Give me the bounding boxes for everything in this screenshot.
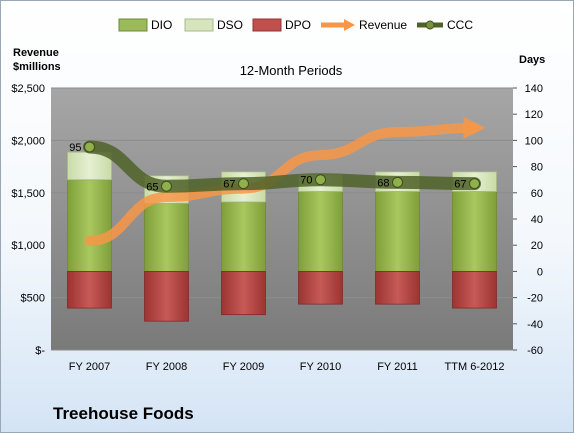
- right-tick-label: 40: [531, 214, 543, 226]
- company-name: Treehouse Foods: [53, 404, 194, 423]
- right-tick-label: 100: [525, 135, 543, 147]
- legend-swatch-dio: [118, 18, 148, 32]
- bar-dio: [452, 191, 497, 272]
- legend-label-revenue: Revenue: [359, 18, 407, 32]
- right-tick-label: -20: [527, 293, 543, 305]
- legend-label-dso: DSO: [217, 18, 243, 32]
- gridlines: [51, 87, 513, 351]
- category-labels: FY 2007 FY 2008 FY 2009 FY 2010 FY 2011 TTM 6…: [69, 361, 505, 373]
- bar-dio: [67, 179, 112, 272]
- bar-dpo: [375, 270, 420, 305]
- category-label: FY 2011: [377, 361, 418, 373]
- revenue-series: [84, 116, 486, 247]
- category-label: FY 2008: [146, 361, 187, 373]
- ccc-data-label: 65: [146, 181, 158, 193]
- bar-dpo: [221, 270, 266, 316]
- right-tick-label: 140: [525, 83, 543, 95]
- legend: DIO DSO DPO Revenue CCC: [118, 18, 473, 32]
- left-tick-label: $1,000: [11, 240, 45, 252]
- revenue-trend-arrow: [84, 116, 486, 247]
- ccc-data-label: 67: [454, 179, 466, 191]
- ccc-point: [469, 178, 480, 190]
- left-axis-title-line2: $millions: [13, 61, 61, 73]
- bar-dpo: [67, 270, 112, 309]
- right-tick-label: -40: [527, 319, 543, 331]
- right-tick-label: 60: [531, 188, 543, 200]
- bar-dio: [144, 202, 189, 272]
- chart-subtitle: 12-Month Periods: [240, 63, 343, 78]
- bars: [67, 151, 497, 322]
- right-tick-label: 0: [537, 266, 543, 278]
- legend-marker-ccc: [425, 20, 435, 30]
- legend-swatch-dso: [184, 18, 214, 32]
- right-tick-label: -60: [527, 345, 543, 357]
- left-tick-label: $2,000: [11, 135, 45, 147]
- ccc-line: [83, 140, 481, 193]
- right-tick-label: 20: [531, 240, 543, 252]
- ccc-point: [238, 178, 249, 190]
- legend-label-dio: DIO: [151, 18, 172, 32]
- legend-label-dpo: DPO: [285, 18, 311, 32]
- right-axis-ticks: -60 -40 -20 0 20 40 60 80 100 120 140: [513, 83, 543, 357]
- legend-arrowhead-revenue: [344, 19, 355, 31]
- category-label: FY 2007: [69, 361, 110, 373]
- bar-dio: [375, 191, 420, 272]
- ccc-point: [392, 176, 403, 188]
- ccc-point: [315, 174, 326, 186]
- ccc-series: 95 65 67 70 68 67: [69, 140, 481, 193]
- right-tick-label: 80: [531, 162, 543, 174]
- legend-swatch-dpo: [252, 18, 282, 32]
- bar-dio: [221, 201, 266, 272]
- right-tick-label: 120: [525, 109, 543, 121]
- ccc-data-label: 68: [377, 177, 389, 189]
- bar-dpo: [144, 270, 189, 322]
- category-label: FY 2009: [223, 361, 264, 373]
- left-tick-label: $500: [21, 293, 45, 305]
- bar-dpo: [298, 270, 343, 305]
- ccc-data-label: 95: [69, 142, 81, 154]
- left-tick-label: $1,500: [11, 188, 45, 200]
- left-tick-label: $-: [35, 345, 45, 357]
- ccc-data-label: 70: [300, 175, 312, 187]
- left-tick-label: $2,500: [11, 83, 45, 95]
- left-axis-title-line1: Revenue: [13, 47, 59, 59]
- legend-label-ccc: CCC: [447, 18, 473, 32]
- bar-dio: [298, 191, 343, 272]
- ccc-point: [84, 141, 95, 153]
- left-axis-ticks: $- $500 $1,000 $1,500 $2,000 $2,500: [11, 83, 45, 357]
- category-label: TTM 6-2012: [445, 361, 505, 373]
- category-label: FY 2010: [300, 361, 341, 373]
- ccc-data-label: 67: [223, 179, 235, 191]
- ccc-point: [161, 180, 172, 192]
- bar-dpo: [452, 270, 497, 309]
- right-axis-title: Days: [519, 54, 545, 66]
